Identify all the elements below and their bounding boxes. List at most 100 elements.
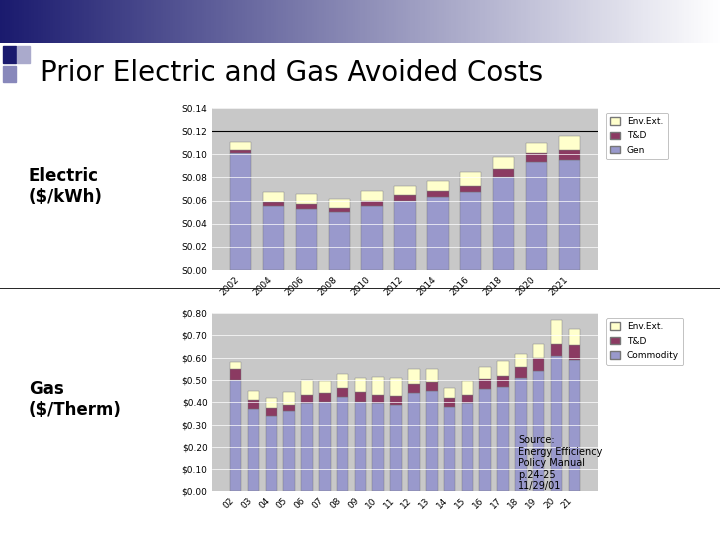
Bar [48, 0, 50, 43]
Bar [691, 0, 693, 43]
Bar [230, 369, 241, 380]
Bar [261, 0, 264, 43]
Bar [319, 0, 322, 43]
Bar [427, 197, 449, 270]
Bar [115, 0, 117, 43]
Bar [286, 0, 288, 43]
Bar [531, 0, 533, 43]
Bar [7, 0, 9, 43]
Bar [283, 0, 286, 43]
Bar [459, 0, 461, 43]
Bar [533, 345, 544, 357]
Bar [449, 0, 451, 43]
Bar [199, 0, 202, 43]
Bar [3, 66, 16, 82]
Bar [328, 212, 350, 270]
Bar [713, 0, 715, 43]
Bar [67, 0, 70, 43]
Bar [230, 0, 233, 43]
Bar [504, 0, 506, 43]
Bar [547, 0, 549, 43]
Bar [493, 157, 514, 170]
Bar [495, 0, 497, 43]
Bar [355, 0, 358, 43]
Bar [70, 0, 72, 43]
Text: Gas
($/Therm): Gas ($/Therm) [29, 380, 122, 419]
Bar [603, 0, 605, 43]
Bar [245, 0, 247, 43]
Bar [175, 0, 178, 43]
Bar [0, 0, 2, 43]
Bar [569, 360, 580, 491]
Bar [493, 178, 514, 270]
Bar [343, 0, 346, 43]
Bar [607, 0, 610, 43]
Bar [45, 0, 48, 43]
Bar [444, 0, 446, 43]
Bar [624, 0, 626, 43]
Bar [660, 0, 662, 43]
Bar [296, 194, 317, 204]
Bar [361, 191, 383, 200]
Bar [274, 0, 276, 43]
Bar [454, 0, 456, 43]
Bar [451, 0, 454, 43]
Bar [466, 0, 468, 43]
Bar [408, 393, 420, 491]
Bar [634, 0, 636, 43]
Bar [248, 409, 259, 491]
Bar [322, 0, 324, 43]
Bar [418, 0, 420, 43]
Bar [127, 0, 130, 43]
Bar [296, 208, 317, 270]
Bar [470, 0, 473, 43]
Bar [535, 0, 538, 43]
Bar [110, 0, 113, 43]
Bar [636, 0, 639, 43]
Bar [492, 0, 495, 43]
Bar [79, 0, 81, 43]
Bar [326, 0, 329, 43]
Bar [355, 402, 366, 491]
Bar [331, 0, 333, 43]
Bar [301, 395, 312, 403]
Bar [462, 403, 473, 491]
Bar [493, 170, 514, 178]
Bar [182, 0, 185, 43]
Bar [643, 0, 646, 43]
Bar [301, 403, 312, 491]
Bar [361, 200, 383, 206]
Bar [595, 0, 598, 43]
Bar [718, 0, 720, 43]
Bar [269, 0, 271, 43]
Bar [528, 0, 531, 43]
Bar [641, 0, 643, 43]
Bar [120, 0, 122, 43]
Bar [377, 0, 379, 43]
Bar [706, 0, 708, 43]
Bar [168, 0, 171, 43]
Bar [626, 0, 629, 43]
Bar [9, 0, 12, 43]
Bar [533, 357, 544, 371]
Bar [426, 382, 438, 391]
Bar [230, 153, 251, 270]
Bar [460, 186, 482, 192]
Bar [248, 400, 259, 409]
Bar [569, 0, 571, 43]
Bar [559, 136, 580, 150]
Bar [218, 0, 221, 43]
Bar [171, 0, 173, 43]
Bar [122, 0, 125, 43]
Bar [346, 0, 348, 43]
Bar [394, 0, 396, 43]
Bar [574, 0, 576, 43]
Bar [482, 0, 485, 43]
Bar [297, 0, 300, 43]
Bar [639, 0, 641, 43]
Bar [405, 0, 408, 43]
Bar [214, 0, 216, 43]
Bar [490, 0, 492, 43]
Bar [315, 0, 317, 43]
Bar [372, 395, 384, 403]
